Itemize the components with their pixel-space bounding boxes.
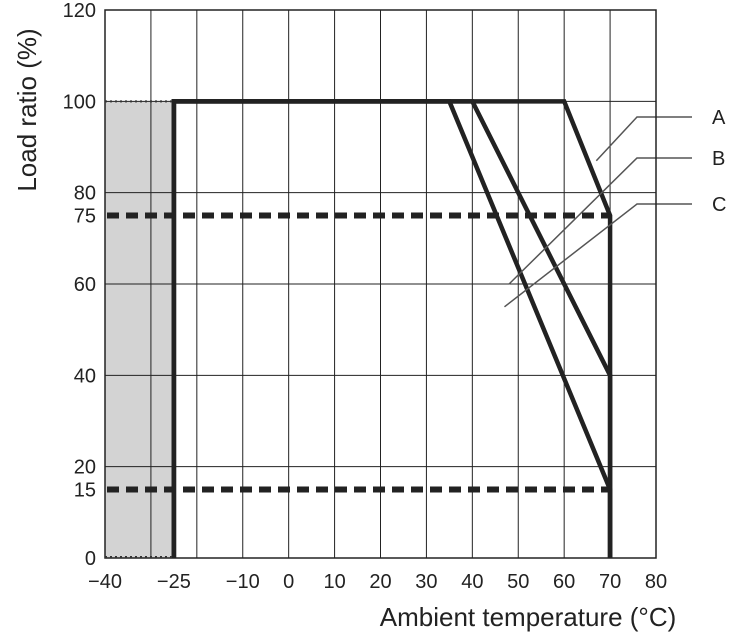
legend-leader-lines <box>504 116 692 308</box>
x-tick-label: 30 <box>415 571 437 593</box>
shaded-region <box>105 101 174 558</box>
x-axis-title: Ambient temperature (°C) <box>380 602 677 632</box>
y-tick-label: 15 <box>74 480 96 502</box>
legend-label-C: C <box>712 194 726 216</box>
leader-line-A <box>595 116 692 162</box>
y-tick-label: 80 <box>74 183 96 205</box>
x-tick-label: 70 <box>599 571 621 593</box>
y-tick-label: 60 <box>74 274 96 296</box>
x-tick-label: 20 <box>369 571 391 593</box>
x-tick-labels: −40 −25 −10 0 10 20 30 40 50 60 70 80 <box>88 571 667 593</box>
x-tick-label: 10 <box>323 571 345 593</box>
x-tick-label: −25 <box>157 571 191 593</box>
x-tick-label: 80 <box>645 571 667 593</box>
legend: AB C <box>712 107 726 216</box>
x-tick-label: 50 <box>507 571 529 593</box>
leader-line-B <box>508 157 692 285</box>
x-tick-label: −40 <box>88 571 122 593</box>
x-tick-label: −10 <box>226 571 260 593</box>
leader-line-C <box>504 203 692 308</box>
plot-frame <box>104 9 657 559</box>
y-tick-label: 20 <box>74 457 96 479</box>
legend-label-A: A <box>712 107 726 129</box>
y-tick-label: 0 <box>85 548 96 570</box>
x-tick-label: 60 <box>553 571 575 593</box>
legend-label-B: B <box>712 148 725 170</box>
x-tick-label: 40 <box>461 571 483 593</box>
y-tick-label: 100 <box>63 91 96 113</box>
series-lines <box>171 99 613 558</box>
y-tick-label: 75 <box>74 206 96 228</box>
y-tick-label: 40 <box>74 365 96 387</box>
series-line-C <box>171 99 613 558</box>
y-tick-label: 120 <box>63 0 96 22</box>
y-axis-title: Load ratio (%) <box>12 28 42 191</box>
dashed-reference-lines <box>107 212 611 493</box>
x-tick-label: 0 <box>283 571 294 593</box>
